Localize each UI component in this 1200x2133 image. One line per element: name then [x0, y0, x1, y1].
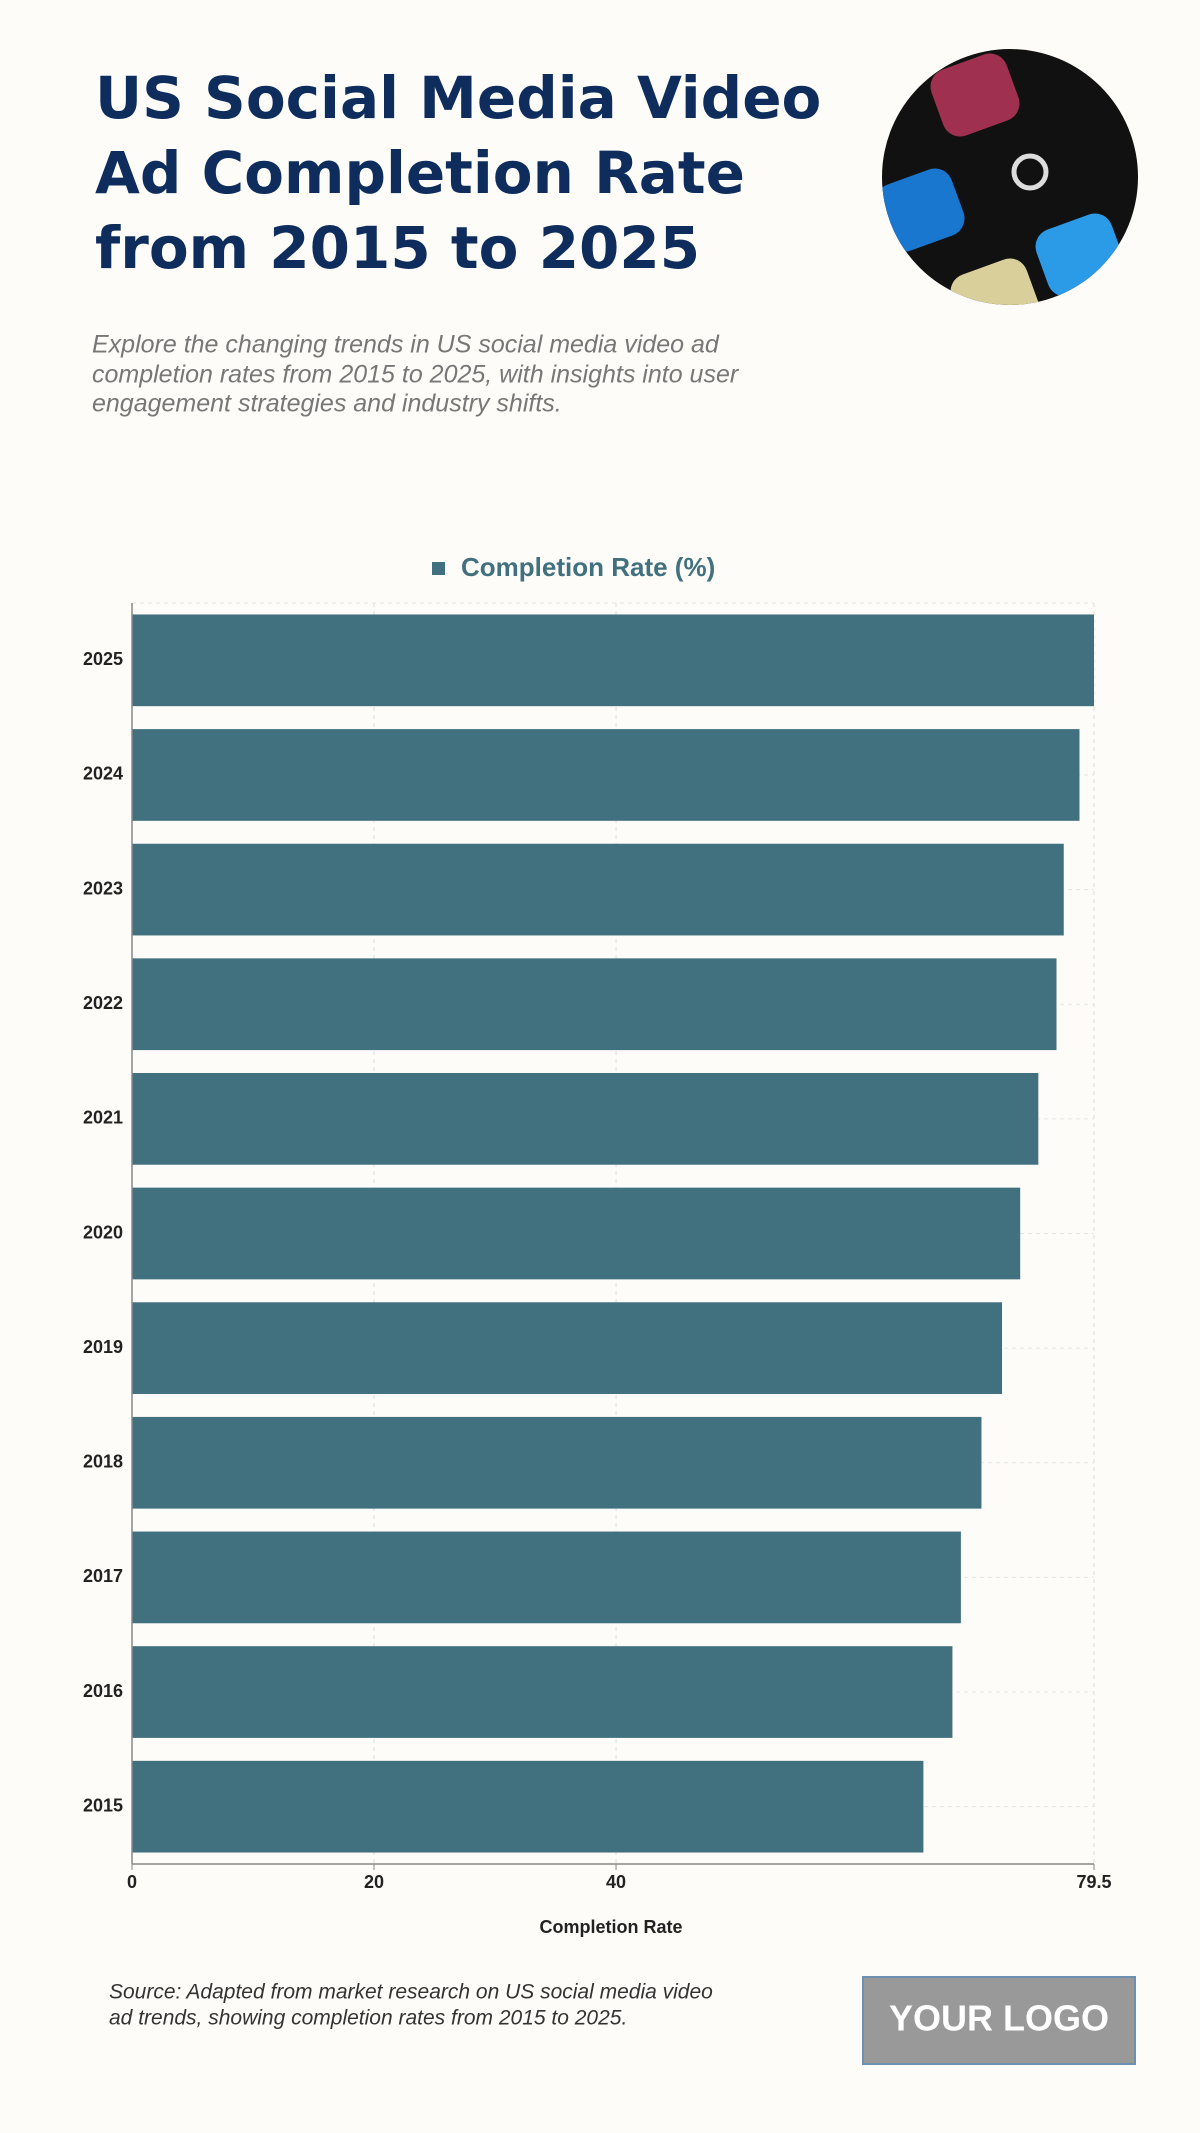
bar — [132, 1302, 1003, 1394]
y-tick-label: 2016 — [83, 1681, 123, 1701]
chart: Completion Rate (%) 2015 2016 2017 2018 2019 2… — [83, 552, 1112, 1937]
app-icon — [950, 258, 1040, 305]
bar — [132, 729, 1080, 821]
x-tick-label: 79.5 — [1076, 1872, 1111, 1892]
x-tick-label: 40 — [606, 1872, 626, 1892]
legend-label: Completion Rate (%) — [461, 552, 715, 582]
bar — [132, 1187, 1021, 1280]
logo-text: YOUR LOGO — [889, 1998, 1109, 2039]
y-tick-label: 2022 — [83, 993, 123, 1013]
y-tick-label: 2018 — [83, 1452, 123, 1472]
y-tick-label: 2025 — [83, 649, 123, 669]
app-icon — [882, 168, 965, 252]
source-line: Source: Adapted from market research on … — [109, 1981, 713, 2004]
y-tick-label: 2020 — [83, 1222, 123, 1242]
logo-box — [862, 1976, 1136, 2065]
bar — [132, 614, 1094, 707]
y-tick-label: 2015 — [83, 1795, 123, 1815]
bar — [132, 1073, 1039, 1165]
bar — [132, 843, 1064, 936]
y-tick-label: 2017 — [83, 1566, 123, 1586]
title-line: US Social Media Video — [95, 64, 821, 132]
bar — [132, 1416, 982, 1509]
bar — [132, 958, 1057, 1051]
source-line: ad trends, showing completion rates from… — [109, 2007, 627, 2030]
legend-swatch — [432, 562, 445, 575]
y-tick-label: 2021 — [83, 1108, 123, 1128]
title-line: from 2015 to 2025 — [95, 214, 700, 282]
bar — [132, 1531, 961, 1624]
y-tick-label: 2019 — [83, 1337, 123, 1357]
subtitle-line: completion rates from 2015 to 2025, with… — [92, 361, 740, 389]
app-icon — [930, 53, 1020, 137]
bar — [132, 1760, 924, 1853]
x-axis-title: Completion Rate — [539, 1917, 682, 1937]
x-tick-label: 20 — [364, 1872, 384, 1892]
title-line: Ad Completion Rate — [95, 139, 745, 207]
x-tick-label: 0 — [127, 1872, 137, 1892]
subtitle-line: engagement strategies and industry shift… — [92, 390, 562, 418]
bar — [132, 1646, 953, 1738]
subtitle-line: Explore the changing trends in US social… — [92, 331, 720, 359]
y-tick-label: 2023 — [83, 878, 123, 898]
app-icon — [1011, 153, 1049, 191]
photo — [882, 49, 1138, 305]
y-tick-label: 2024 — [83, 764, 123, 784]
